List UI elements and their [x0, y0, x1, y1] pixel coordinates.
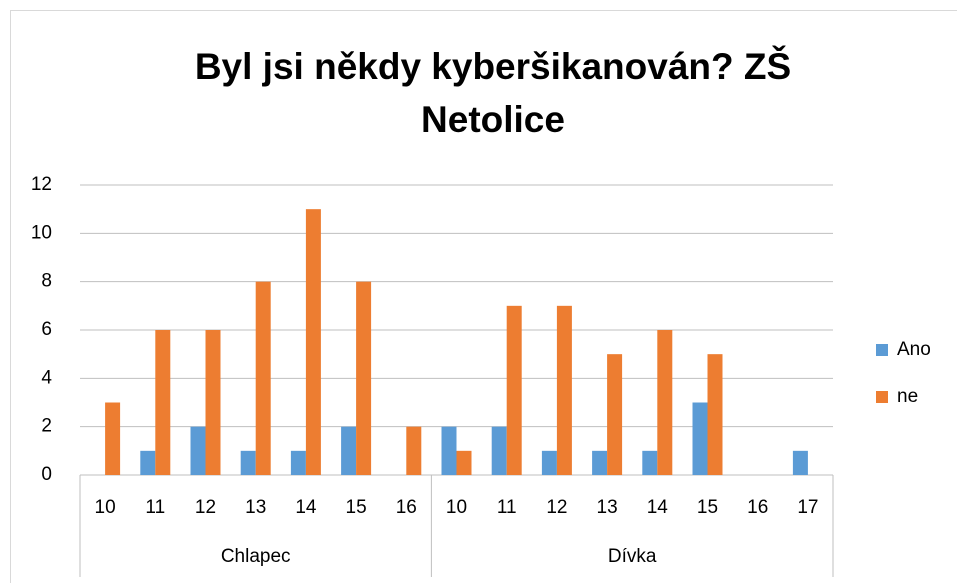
y-tick-label: 10: [31, 222, 52, 243]
group-label: Chlapec: [221, 546, 291, 567]
y-tick-label: 12: [31, 174, 52, 195]
y-tick-label: 8: [41, 271, 52, 292]
legend-label: Ano: [897, 339, 931, 360]
group-label: Dívka: [608, 546, 657, 567]
bar: [541, 450, 557, 475]
bar: [692, 402, 708, 475]
x-tick-label: 15: [697, 497, 718, 518]
bar: [305, 209, 321, 475]
bar: [190, 426, 206, 475]
y-tick-label: 4: [41, 367, 52, 388]
bar: [642, 450, 658, 475]
x-tick-label: 16: [747, 497, 768, 518]
x-tick-label: 13: [245, 497, 266, 518]
legend-label: ne: [897, 386, 918, 407]
bar: [792, 450, 808, 475]
bar: [406, 426, 422, 475]
bar: [456, 450, 472, 475]
y-tick-label: 2: [41, 416, 52, 437]
legend-swatch: [876, 391, 888, 403]
x-tick-label: 11: [145, 497, 165, 518]
x-tick-label: 14: [295, 497, 317, 518]
x-tick-label: 12: [546, 497, 567, 518]
bar: [491, 426, 507, 475]
x-tick-label: 14: [647, 497, 669, 518]
chart-border: [10, 10, 957, 583]
x-tick-label: 13: [597, 497, 618, 518]
legend-swatch: [876, 344, 888, 356]
chart-title: Byl jsi někdy kyberšikanován? ZŠ Netolic…: [194, 46, 792, 140]
bar: [290, 450, 306, 475]
bar: [592, 450, 608, 475]
y-tick-label: 0: [41, 464, 52, 485]
x-tick-label: 10: [95, 497, 116, 518]
bar: [155, 330, 171, 475]
bar: [140, 450, 156, 475]
bar: [205, 330, 221, 475]
bar: [657, 330, 673, 475]
x-tick-label: 11: [497, 497, 517, 518]
bar: [441, 426, 457, 475]
bar: [240, 450, 256, 475]
bar: [556, 305, 572, 475]
x-tick-label: 12: [195, 497, 216, 518]
x-tick-label: 16: [396, 497, 417, 518]
bar: [506, 305, 522, 475]
bar: [356, 281, 372, 475]
x-tick-label: 10: [446, 497, 467, 518]
x-tick-label: 15: [346, 497, 367, 518]
y-tick-label: 6: [41, 319, 52, 340]
bar: [105, 402, 121, 475]
bar: [707, 354, 723, 475]
bar: [255, 281, 271, 475]
bar: [341, 426, 357, 475]
x-tick-label: 17: [797, 497, 818, 518]
bar: [607, 354, 623, 475]
